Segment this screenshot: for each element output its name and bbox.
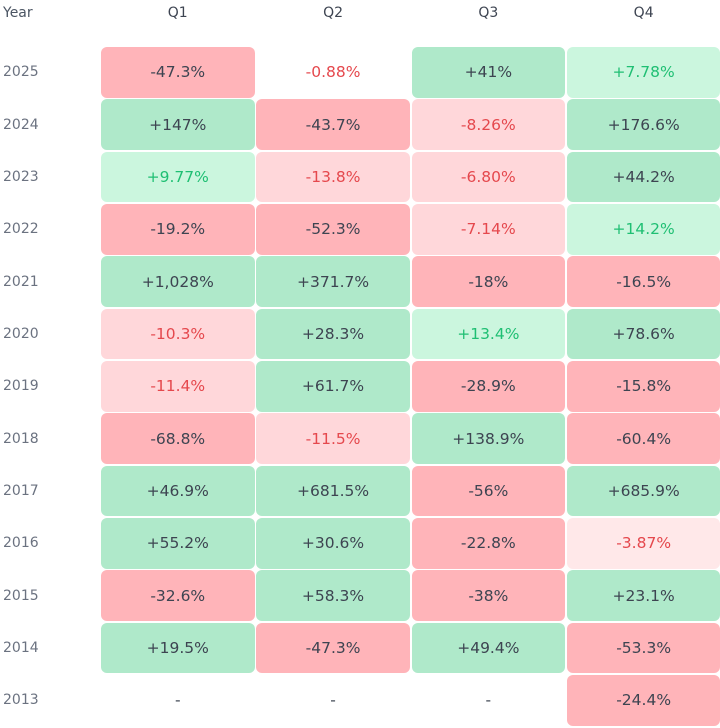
heatmap-cell-2018-q1: -68.8%	[101, 413, 255, 464]
heatmap-cell-2016-q4: -3.87%	[566, 517, 720, 569]
heatmap-cell-2025-q2: -0.88%	[305, 63, 361, 82]
year-label-2015: 2015	[3, 587, 39, 604]
heatmap-cell-2018-q4: -60.4%	[566, 413, 720, 464]
heatmap-cell-2023-q3: -6.80%	[411, 151, 566, 203]
heatmap-cell-2017-q2: +681.5%	[256, 465, 410, 517]
heatmap-cell-2021-q3: -18%	[411, 256, 566, 307]
heatmap-cell-2025-q3: +41%	[411, 47, 566, 98]
year-label-2021: 2021	[3, 273, 39, 290]
heatmap-cell-2013-q1: -	[174, 691, 181, 710]
year-label-2025: 2025	[3, 64, 39, 81]
heatmap-cell-2013-q2: -	[330, 691, 336, 710]
heatmap-cell-2021-q1: +1,028%	[101, 256, 255, 307]
heatmap-cell-2017-q4: +685.9%	[566, 465, 720, 517]
heatmap-cell-2014-q4: -53.3%	[566, 622, 720, 674]
column-header-q4: Q4	[633, 5, 654, 21]
year-label-2023: 2023	[3, 168, 39, 185]
year-label-2014: 2014	[3, 639, 39, 656]
heatmap-cell-2017-q1: +46.9%	[101, 465, 255, 517]
year-label-2020: 2020	[3, 325, 39, 342]
heatmap-cell-2021-q4: -16.5%	[566, 256, 720, 307]
heatmap-cell-2021-q2: +371.7%	[256, 256, 410, 307]
heatmap-cell-2015-q3: -38%	[411, 570, 566, 621]
heatmap-cell-2016-q2: +30.6%	[256, 517, 410, 569]
heatmap-cell-2024-q3: -8.26%	[411, 99, 566, 150]
heatmap-cell-2013-q4: -24.4%	[566, 674, 720, 726]
heatmap-cell-2017-q3: -56%	[411, 465, 566, 517]
year-label-2013: 2013	[3, 692, 39, 709]
heatmap-cell-2024-q4: +176.6%	[566, 99, 720, 150]
year-label-2024: 2024	[3, 116, 39, 133]
heatmap-cell-2019-q4: -15.8%	[566, 360, 720, 412]
heatmap-cell-2022-q3: -7.14%	[411, 203, 566, 255]
year-label-2017: 2017	[3, 482, 39, 499]
heatmap-cell-2020-q2: +28.3%	[256, 308, 410, 360]
year-label-2018: 2018	[3, 430, 39, 447]
column-header-q2: Q2	[323, 5, 344, 21]
year-label-2019: 2019	[3, 378, 39, 395]
heatmap-cell-2020-q1: -10.3%	[101, 308, 255, 360]
heatmap-cell-2019-q2: +61.7%	[256, 360, 410, 412]
year-column-header: Year	[3, 5, 33, 21]
column-header-q1: Q1	[167, 5, 188, 21]
heatmap-cell-2025-q1: -47.3%	[101, 47, 255, 98]
heatmap-cell-2015-q4: +23.1%	[566, 570, 720, 621]
year-label-2022: 2022	[3, 221, 39, 238]
column-header-q3: Q3	[478, 5, 499, 21]
heatmap-cell-2013-q3: -	[485, 691, 492, 710]
heatmap-cell-2022-q1: -19.2%	[101, 203, 255, 255]
heatmap-cell-2025-q4: +7.78%	[566, 47, 720, 98]
heatmap-cell-2023-q1: +9.77%	[101, 151, 255, 203]
heatmap-cell-2014-q2: -47.3%	[256, 622, 410, 674]
heatmap-cell-2014-q3: +49.4%	[411, 622, 566, 674]
heatmap-cell-2023-q2: -13.8%	[256, 151, 410, 203]
heatmap-cell-2019-q3: -28.9%	[411, 360, 566, 412]
heatmap-cell-2016-q1: +55.2%	[101, 517, 255, 569]
year-label-2016: 2016	[3, 535, 39, 552]
heatmap-cell-2023-q4: +44.2%	[566, 151, 720, 203]
heatmap-cell-2018-q3: +138.9%	[411, 413, 566, 464]
heatmap-cell-2022-q4: +14.2%	[566, 203, 720, 255]
heatmap-cell-2019-q1: -11.4%	[101, 360, 255, 412]
heatmap-cell-2020-q4: +78.6%	[566, 308, 720, 360]
heatmap-cell-2018-q2: -11.5%	[256, 413, 410, 464]
heatmap-cell-2024-q2: -43.7%	[256, 99, 410, 150]
heatmap-cell-2016-q3: -22.8%	[411, 517, 566, 569]
heatmap-cell-2024-q1: +147%	[101, 99, 255, 150]
heatmap-cell-2022-q2: -52.3%	[256, 203, 410, 255]
heatmap-cell-2015-q1: -32.6%	[101, 570, 255, 621]
heatmap-cell-2015-q2: +58.3%	[256, 570, 410, 621]
heatmap-cell-2014-q1: +19.5%	[101, 622, 255, 674]
heatmap-cell-2020-q3: +13.4%	[411, 308, 566, 360]
